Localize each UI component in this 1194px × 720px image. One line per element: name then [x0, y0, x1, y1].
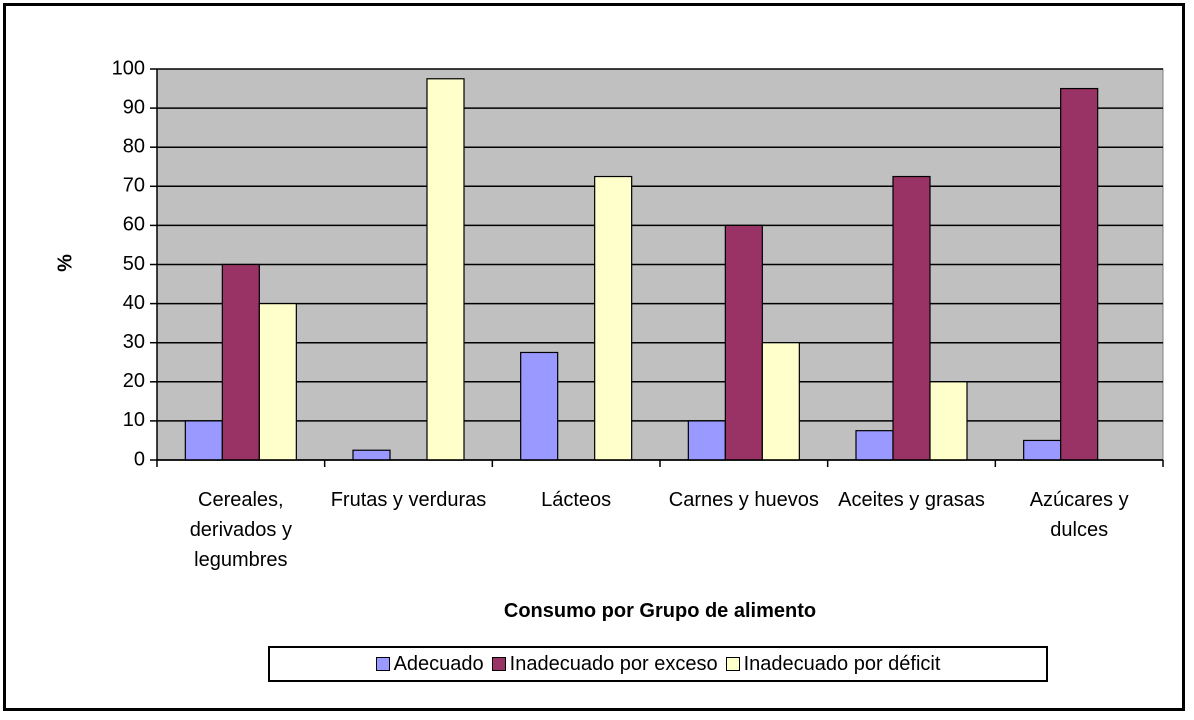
bar — [426, 78, 465, 461]
bar — [520, 351, 559, 461]
legend-label: Inadecuado por déficit — [743, 652, 941, 675]
legend-item: Adecuado — [375, 652, 484, 676]
bar — [594, 175, 633, 461]
legend-swatch — [375, 657, 390, 671]
y-tick-label: 0 — [134, 448, 145, 470]
legend: Adecuado Inadecuado por exceso Inadecuado … — [268, 646, 1048, 682]
bar — [1060, 87, 1099, 461]
chart-frame — [3, 3, 1185, 711]
legend-item: Inadecuado por déficit — [725, 652, 941, 676]
y-tick-label: 90 — [123, 96, 145, 118]
bar — [855, 430, 894, 461]
bar — [258, 303, 297, 461]
bar — [1023, 439, 1062, 461]
y-tick-label: 40 — [123, 292, 145, 314]
x-tick-label: Carnes y huevos — [668, 489, 819, 511]
bar — [761, 342, 800, 461]
y-tick-label: 60 — [123, 214, 145, 236]
y-tick-label: 80 — [123, 135, 145, 157]
bar — [687, 420, 726, 461]
y-tick-label: 50 — [123, 253, 145, 275]
bar — [184, 420, 223, 461]
bar — [724, 224, 763, 461]
x-tick-label: Aceites y grasas — [838, 489, 985, 511]
x-tick-label: Lácteos — [541, 489, 612, 511]
y-axis-title: % — [54, 254, 76, 272]
y-tick-label: 30 — [123, 331, 145, 353]
bar — [221, 263, 260, 461]
y-tick-label: 10 — [123, 409, 145, 431]
y-tick-label: 100 — [112, 57, 145, 79]
legend-swatch — [725, 657, 740, 671]
legend-label: Inadecuado por exceso — [509, 652, 718, 675]
x-tick-label: Azúcares y dulces — [1029, 489, 1129, 541]
legend-item: Inadecuado por exceso — [491, 652, 718, 676]
legend-swatch — [491, 657, 506, 671]
bar — [892, 175, 931, 461]
x-tick-label: Frutas y verduras — [330, 489, 487, 511]
legend-label: Adecuado — [393, 652, 484, 675]
y-tick-label: 20 — [123, 370, 145, 392]
y-tick-label: 70 — [123, 175, 145, 197]
x-tick-label: Cereales, derivados y legumbres — [189, 489, 292, 571]
x-axis-title: Consumo por Grupo de alimento — [503, 600, 817, 622]
bar — [929, 381, 968, 461]
bar — [352, 449, 391, 461]
